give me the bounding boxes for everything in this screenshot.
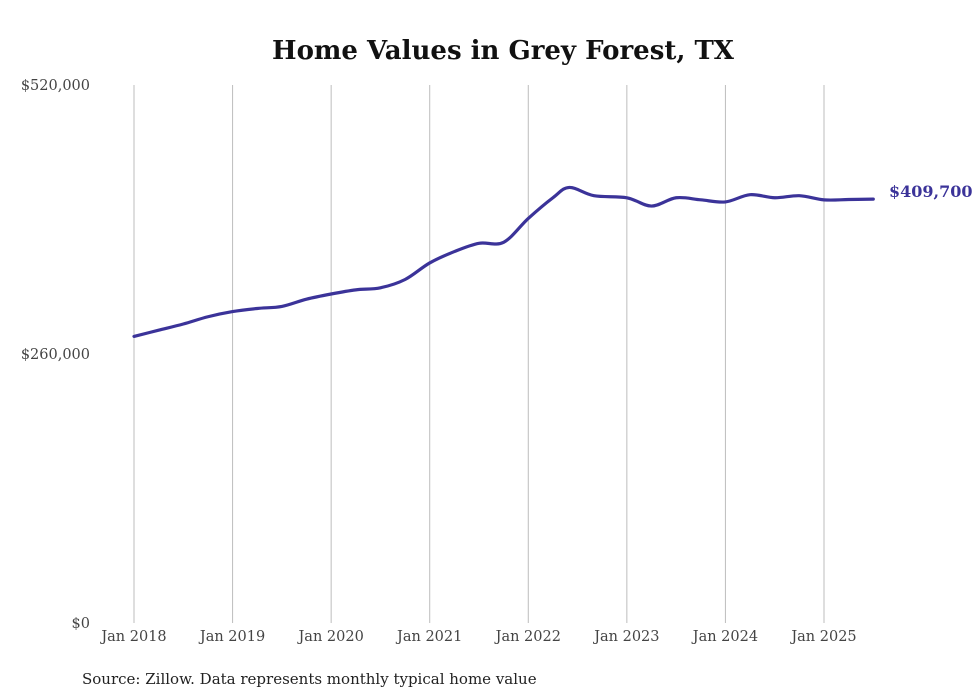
x-tick-label: Jan 2024 [691,629,758,645]
series-line [132,185,875,339]
chart-title: Home Values in Grey Forest, TX [272,36,735,66]
y-tick-label: $0 [72,616,90,632]
x-tick-label: Jan 2022 [494,629,561,645]
end-value-label: $409,700 [889,182,973,201]
x-tick-label: Jan 2018 [99,629,166,645]
x-tick-label: Jan 2020 [296,629,363,645]
y-tick-label: $520,000 [21,78,90,94]
x-tick-label: Jan 2023 [592,629,659,645]
y-tick-label: $260,000 [21,347,90,363]
x-tick-label: Jan 2021 [395,629,462,645]
source-note: Source: Zillow. Data represents monthly … [82,670,537,688]
x-tick-label: Jan 2025 [789,629,856,645]
x-tick-label: Jan 2019 [198,629,265,645]
